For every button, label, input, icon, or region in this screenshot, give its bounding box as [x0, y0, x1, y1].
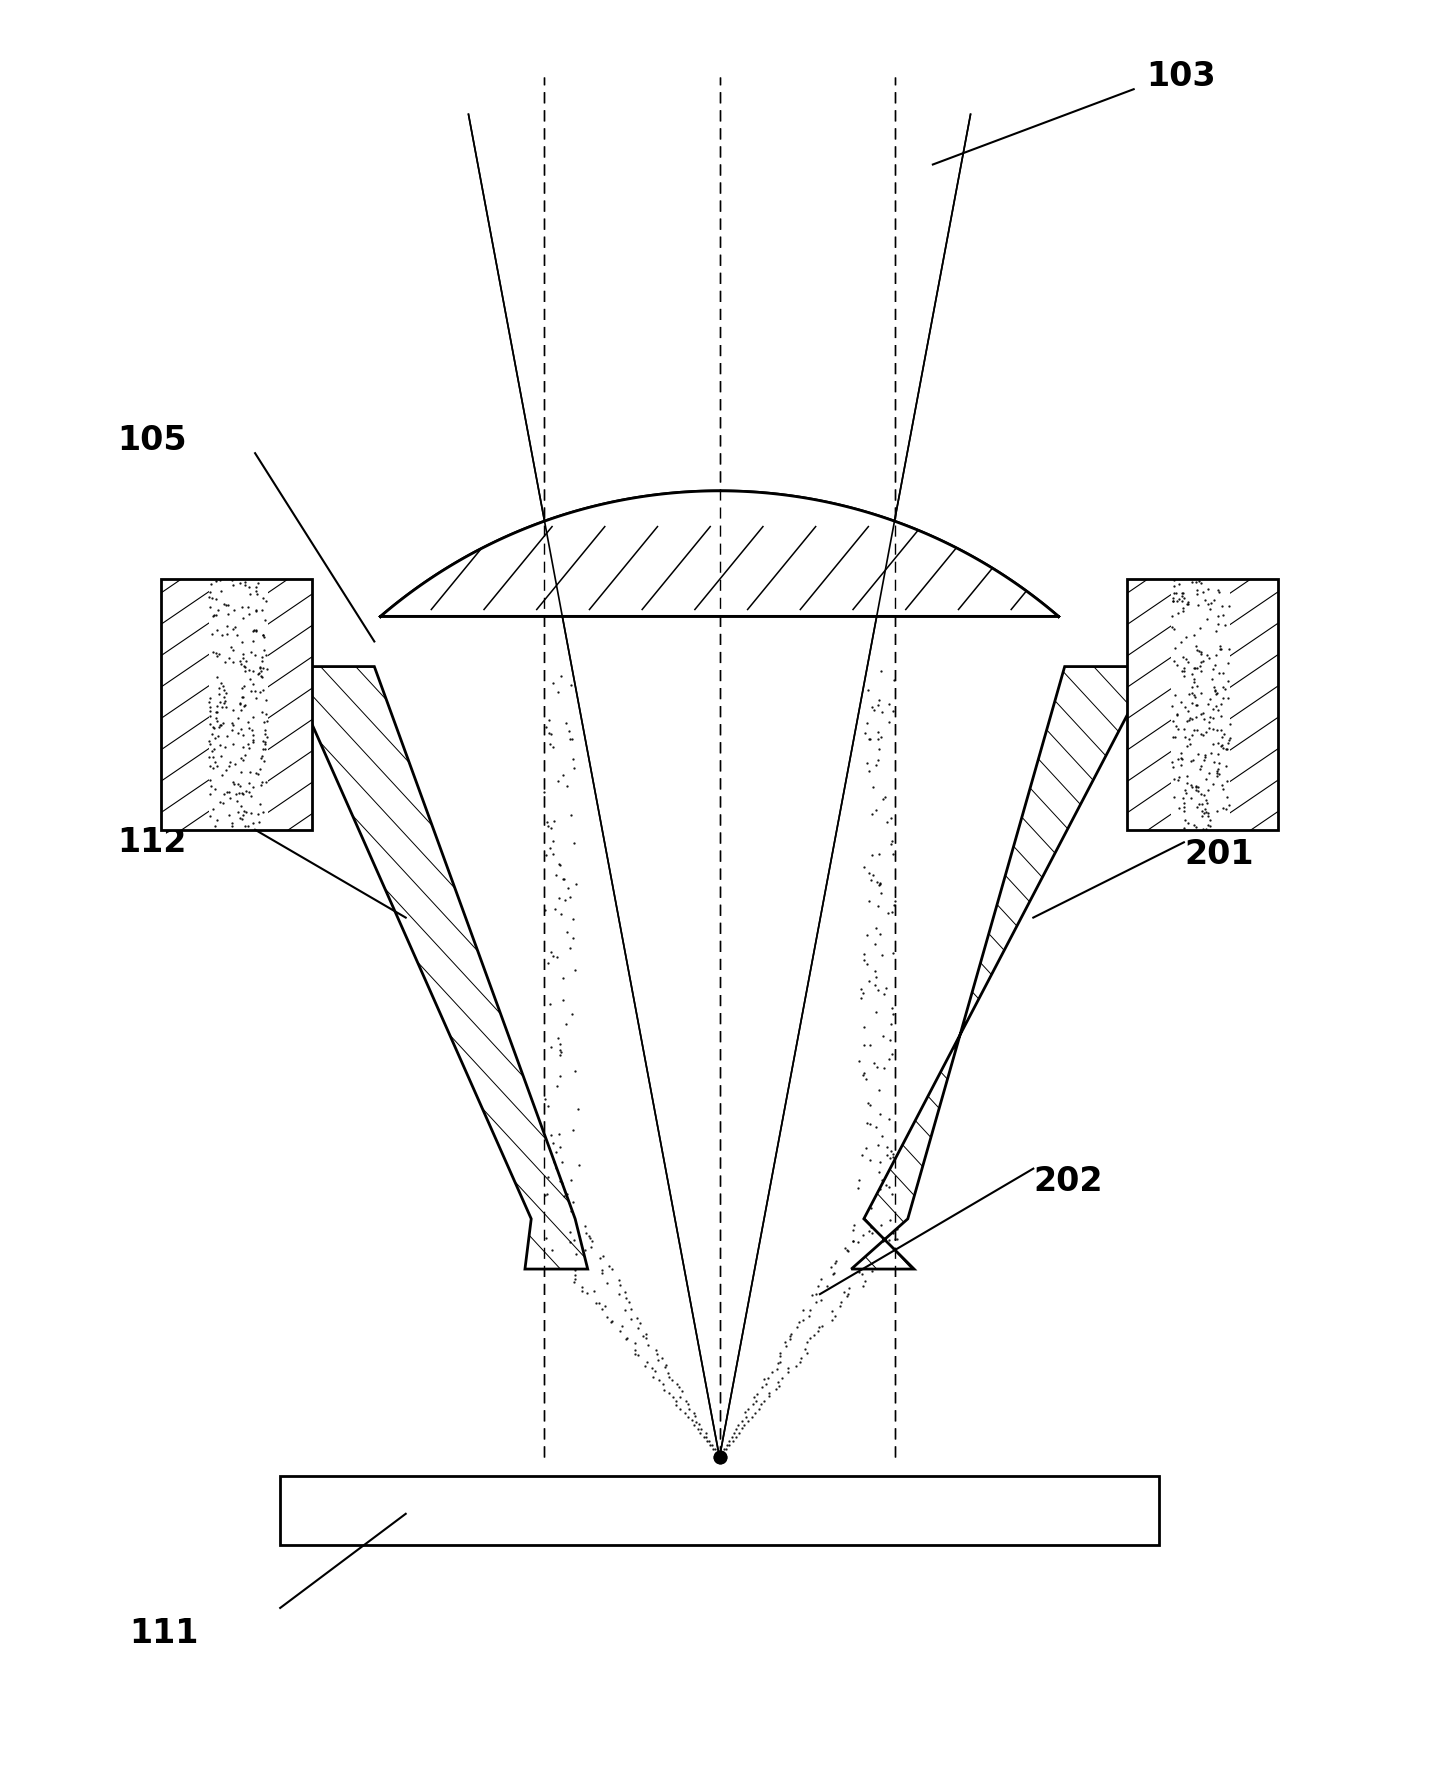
Polygon shape	[161, 578, 209, 830]
Text: 111: 111	[130, 1617, 199, 1649]
Bar	[1127, 578, 1278, 830]
Text: 105: 105	[117, 425, 187, 457]
Polygon shape	[286, 666, 587, 1269]
Polygon shape	[1230, 578, 1278, 830]
Polygon shape	[268, 578, 312, 830]
Polygon shape	[1127, 578, 1171, 830]
Polygon shape	[1230, 578, 1278, 830]
Polygon shape	[286, 666, 587, 1269]
Bar	[281, 1476, 1158, 1546]
Text: 202: 202	[1033, 1164, 1102, 1198]
Polygon shape	[852, 666, 1153, 1269]
Bar	[161, 578, 312, 830]
Polygon shape	[380, 491, 1059, 618]
Polygon shape	[209, 578, 268, 830]
Polygon shape	[161, 578, 209, 830]
Polygon shape	[1171, 578, 1230, 830]
Text: 201: 201	[1184, 839, 1253, 871]
Polygon shape	[380, 491, 1059, 618]
Polygon shape	[380, 491, 1059, 618]
Polygon shape	[268, 578, 312, 830]
Polygon shape	[380, 491, 1059, 618]
Polygon shape	[852, 666, 1153, 1269]
Polygon shape	[1127, 578, 1171, 830]
Text: 112: 112	[117, 826, 187, 859]
Text: 103: 103	[1147, 61, 1216, 93]
